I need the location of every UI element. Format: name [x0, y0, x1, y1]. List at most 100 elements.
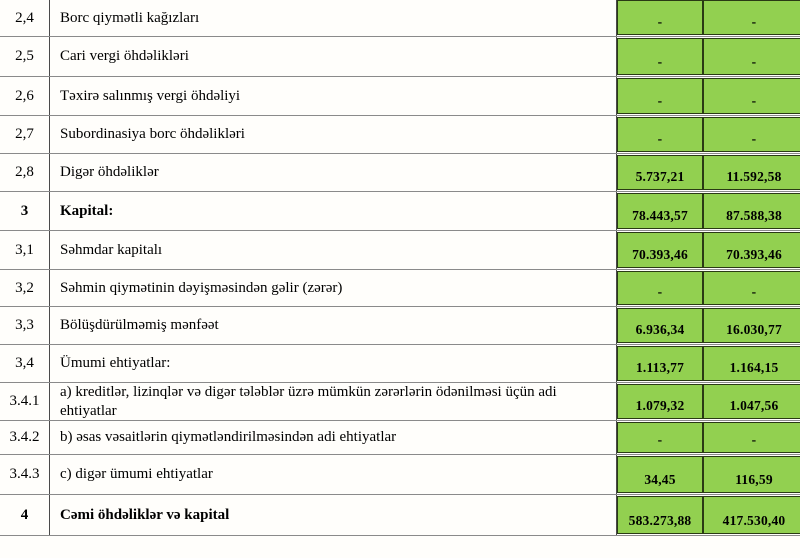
row-label-cell: Digər öhdəliklər: [50, 154, 617, 191]
value-box: -: [617, 422, 703, 453]
table-row: 3,2 Səhmin qiymətinin dəyişməsindən gəli…: [0, 270, 800, 307]
value-cell-col2: -: [703, 77, 800, 115]
value-box: 1.047,56: [703, 384, 800, 419]
row-number-cell: 2,5: [0, 37, 50, 76]
value-text: 5.737,21: [635, 169, 685, 184]
value-text: 87.588,38: [726, 208, 782, 223]
value-text: 11.592,58: [726, 169, 782, 184]
value-box: -: [617, 117, 703, 152]
value-box: 87.588,38: [703, 193, 800, 229]
value-cell-col1: 70.393,46: [617, 231, 703, 269]
value-cell-col2: 11.592,58: [703, 154, 800, 191]
value-box: -: [617, 0, 703, 35]
value-text: -: [751, 432, 757, 447]
value-text: 16.030,77: [726, 322, 782, 337]
value-box: 583.273,88: [617, 496, 703, 534]
row-number-cell: 2,7: [0, 116, 50, 153]
table-row: 2,8 Digər öhdəliklər 5.737,21 11.592,58: [0, 154, 800, 192]
value-box: 78.443,57: [617, 193, 703, 229]
value-text: -: [657, 131, 663, 146]
value-box: 5.737,21: [617, 155, 703, 190]
table-row: 4 Cəmi öhdəliklər və kapital 583.273,88 …: [0, 495, 800, 536]
value-box: -: [703, 422, 800, 453]
balance-sheet-table: 2,4 Borc qiymətli kağızları - - 2,5 Cari…: [0, 0, 800, 536]
row-number-cell: 3,2: [0, 270, 50, 306]
value-cell-col1: -: [617, 77, 703, 115]
value-text: 583.273,88: [628, 513, 692, 528]
value-text: 1.164,15: [729, 360, 779, 375]
value-text: 1.047,56: [729, 398, 779, 413]
row-number-cell: 3,1: [0, 231, 50, 269]
value-box: -: [703, 78, 800, 114]
value-box: 1.079,32: [617, 384, 703, 419]
value-cell-col1: 34,45: [617, 455, 703, 494]
value-cell-col1: -: [617, 270, 703, 306]
value-text: 6.936,34: [635, 322, 685, 337]
value-text: -: [751, 54, 757, 69]
table-row: 3,1 Səhmdar kapitalı 70.393,46 70.393,46: [0, 231, 800, 270]
table-row: 3,3 Bölüşdürülməmiş mənfəət 6.936,34 16.…: [0, 307, 800, 345]
table-row: 2,4 Borc qiymətli kağızları - -: [0, 0, 800, 37]
row-label-cell: a) kreditlər, lizinqlər və digər tələblə…: [50, 383, 617, 420]
value-cell-col2: 1.164,15: [703, 345, 800, 382]
value-text: -: [751, 93, 757, 108]
value-box: 1.164,15: [703, 346, 800, 381]
value-cell-col2: -: [703, 270, 800, 306]
value-cell-col1: -: [617, 0, 703, 36]
value-text: -: [657, 432, 663, 447]
value-box: 417.530,40: [703, 496, 800, 534]
row-label-cell: Səhmin qiymətinin dəyişməsindən gəlir (z…: [50, 270, 617, 306]
table-row: 3.4.3 c) digər ümumi ehtiyatlar 34,45 11…: [0, 455, 800, 495]
value-cell-col2: -: [703, 0, 800, 36]
value-box: -: [703, 38, 800, 75]
value-text: 116,59: [735, 472, 773, 487]
value-text: -: [657, 54, 663, 69]
value-cell-col2: -: [703, 116, 800, 153]
value-cell-col1: -: [617, 421, 703, 454]
table-row: 3.4.2 b) əsas vəsaitlərin qiymətləndiril…: [0, 421, 800, 455]
row-label-cell: Subordinasiya borc öhdəlikləri: [50, 116, 617, 153]
row-number-cell: 3: [0, 192, 50, 230]
value-box: -: [617, 78, 703, 114]
value-cell-col2: -: [703, 421, 800, 454]
row-label-cell: Səhmdar kapitalı: [50, 231, 617, 269]
row-number-cell: 2,6: [0, 77, 50, 115]
row-label-cell: Cəmi öhdəliklər və kapital: [50, 495, 617, 535]
value-cell-col1: 1.113,77: [617, 345, 703, 382]
value-text: -: [657, 93, 663, 108]
value-cell-col1: 583.273,88: [617, 495, 703, 535]
row-number-cell: 4: [0, 495, 50, 535]
value-cell-col2: 116,59: [703, 455, 800, 494]
value-text: -: [751, 131, 757, 146]
value-text: 417.530,40: [722, 513, 786, 528]
value-cell-col2: 16.030,77: [703, 307, 800, 344]
value-cell-col1: -: [617, 116, 703, 153]
row-number-cell: 3.4.1: [0, 383, 50, 420]
value-box: -: [617, 271, 703, 305]
row-label-cell: c) digər ümumi ehtiyatlar: [50, 455, 617, 494]
value-box: 11.592,58: [703, 155, 800, 190]
value-box: -: [617, 38, 703, 75]
value-cell-col2: 70.393,46: [703, 231, 800, 269]
value-cell-col2: 417.530,40: [703, 495, 800, 535]
row-label-cell: Ümumi ehtiyatlar:: [50, 345, 617, 382]
value-box: 70.393,46: [617, 232, 703, 268]
table-row: 3.4.1 a) kreditlər, lizinqlər və digər t…: [0, 383, 800, 421]
value-text: 1.079,32: [635, 398, 685, 413]
value-box: 70.393,46: [703, 232, 800, 268]
value-box: -: [703, 117, 800, 152]
value-cell-col1: 6.936,34: [617, 307, 703, 344]
value-box: 16.030,77: [703, 308, 800, 343]
row-number-cell: 2,8: [0, 154, 50, 191]
value-cell-col1: 1.079,32: [617, 383, 703, 420]
table-row: 2,7 Subordinasiya borc öhdəlikləri - -: [0, 116, 800, 154]
value-cell-col2: 1.047,56: [703, 383, 800, 420]
value-box: 6.936,34: [617, 308, 703, 343]
row-label-cell: Təxirə salınmış vergi öhdəliyi: [50, 77, 617, 115]
row-label-cell: Kapital:: [50, 192, 617, 230]
value-text: -: [751, 14, 757, 29]
value-text: 1.113,77: [635, 360, 685, 375]
value-cell-col1: -: [617, 37, 703, 76]
row-number-cell: 3,4: [0, 345, 50, 382]
